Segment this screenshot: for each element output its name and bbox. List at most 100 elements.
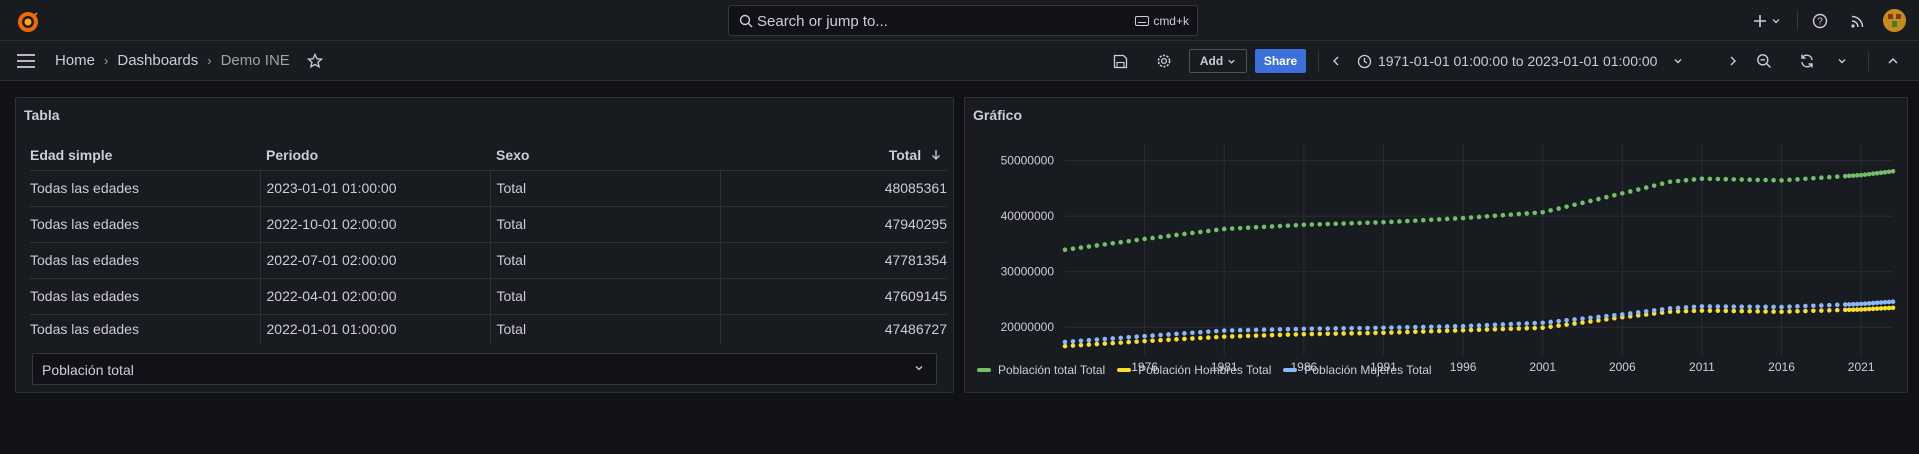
data-point <box>1548 324 1553 330</box>
cell: Todas las edades <box>30 170 261 207</box>
data-point <box>1174 337 1179 342</box>
data-point <box>1086 244 1092 249</box>
data-point <box>1747 308 1752 314</box>
panel-title: Gráfico <box>973 107 1023 123</box>
menu-button[interactable] <box>16 51 36 71</box>
search-input[interactable] <box>757 12 1097 30</box>
zoom-out-button[interactable] <box>1754 51 1774 71</box>
data-point <box>1870 306 1876 312</box>
cell: Total <box>490 242 721 279</box>
data-point <box>1596 196 1601 202</box>
breadcrumb-dashboards[interactable]: Dashboards <box>117 52 199 69</box>
legend-item[interactable]: Población Mujeres Total <box>1283 363 1432 377</box>
data-point <box>1349 325 1354 331</box>
chart-plot[interactable]: 20000000 30000000 40000000 50000000 1976 1981… <box>965 134 1907 389</box>
data-point <box>1532 210 1538 216</box>
search-bar[interactable]: cmd+k <box>728 5 1198 36</box>
data-point <box>1476 323 1482 328</box>
breadcrumb-home[interactable]: Home <box>55 52 96 69</box>
data-point <box>1126 238 1131 244</box>
data-point <box>1516 321 1522 327</box>
share-button[interactable]: Share <box>1255 49 1306 73</box>
cell: Todas las edades <box>30 278 261 315</box>
data-point <box>1540 325 1545 331</box>
star-icon[interactable] <box>306 52 323 69</box>
user-avatar[interactable] <box>1883 9 1906 32</box>
refresh-interval-dropdown[interactable] <box>1834 51 1850 71</box>
time-back-button[interactable] <box>1328 51 1344 71</box>
breadcrumb: Home › Dashboards › Demo INE <box>55 52 323 69</box>
data-point <box>1675 309 1681 314</box>
data-point <box>1771 177 1776 183</box>
clock-icon <box>1357 54 1372 68</box>
data-point <box>1572 202 1577 208</box>
legend-item[interactable]: Población total Total <box>977 363 1105 377</box>
column-header-periodo[interactable]: Periodo <box>260 140 490 171</box>
divider <box>1868 51 1869 71</box>
data-point <box>1420 324 1426 330</box>
column-header-sexo[interactable]: Sexo <box>490 140 720 171</box>
data-point <box>1862 172 1868 177</box>
data-point <box>1166 233 1171 239</box>
cell: 47486727 <box>884 321 947 338</box>
data-point <box>1357 330 1362 336</box>
refresh-icon <box>1801 54 1813 68</box>
data-point <box>1269 332 1275 338</box>
column-header-edad[interactable]: Edad simple <box>30 140 260 171</box>
news-button[interactable] <box>1847 11 1867 31</box>
data-point <box>1452 216 1458 221</box>
refresh-button[interactable] <box>1797 51 1817 71</box>
data-point <box>1811 308 1816 314</box>
data-point <box>1580 316 1585 321</box>
collapse-header-button[interactable] <box>1883 51 1903 71</box>
chevron-down-icon <box>1838 59 1846 64</box>
footer-select[interactable]: Población total <box>32 353 937 385</box>
data-point <box>1476 327 1482 333</box>
data-point <box>1357 220 1362 226</box>
time-range-picker[interactable]: 1971-01-01 01:00:00 to 2023-01-01 01:00:… <box>1357 49 1683 73</box>
data-point <box>1659 307 1665 312</box>
data-point <box>1620 191 1625 196</box>
data-point <box>1707 176 1713 182</box>
data-point <box>1862 306 1868 312</box>
help-button[interactable]: ? <box>1810 11 1830 31</box>
chevron-down-icon <box>1228 59 1235 64</box>
x-tick-label: 2016 <box>1768 360 1795 374</box>
chevron-right-icon <box>1730 56 1736 66</box>
data-point <box>1500 212 1506 218</box>
data-point <box>1420 329 1426 334</box>
rss-icon <box>1850 15 1863 28</box>
data-point <box>1206 329 1211 334</box>
cell: Todas las edades <box>30 242 261 279</box>
save-dashboard-button[interactable] <box>1110 51 1130 71</box>
data-point <box>1428 217 1434 223</box>
data-point <box>1166 337 1171 343</box>
column-header-total[interactable]: Total <box>720 140 947 171</box>
data-point <box>1213 227 1219 233</box>
y-tick-label: 20000000 <box>1001 320 1055 334</box>
data-point <box>1389 219 1394 225</box>
grafana-logo[interactable] <box>16 10 40 34</box>
add-button[interactable]: Add <box>1189 49 1247 73</box>
data-point <box>1834 307 1840 313</box>
x-tick-label: 1976 <box>1131 360 1158 374</box>
data-point <box>1827 302 1832 308</box>
legend-item[interactable]: Población Hombres Total <box>1117 363 1271 377</box>
data-point <box>1866 171 1872 177</box>
data-point <box>1500 322 1506 327</box>
data-point <box>1444 328 1450 334</box>
data-point <box>1596 318 1601 323</box>
data-point <box>1373 220 1378 225</box>
time-forward-button[interactable] <box>1725 51 1741 71</box>
svg-text:?: ? <box>1817 17 1823 28</box>
data-point <box>1540 209 1545 215</box>
data-point <box>1158 337 1163 343</box>
data-point <box>1277 327 1283 332</box>
breadcrumb-current: Demo INE <box>220 52 290 69</box>
data-point <box>1405 218 1410 224</box>
new-menu-button[interactable] <box>1750 11 1784 31</box>
data-point <box>1524 321 1530 326</box>
dashboard-settings-button[interactable] <box>1154 51 1174 71</box>
data-point <box>1508 326 1514 332</box>
cell: Total <box>490 170 721 207</box>
